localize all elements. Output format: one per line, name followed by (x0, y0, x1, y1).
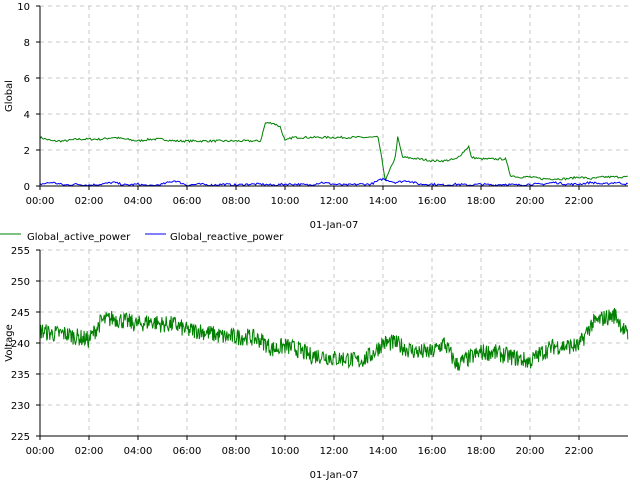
y-tick-label: 2 (24, 146, 30, 157)
x-tick-label: 18:00 (467, 196, 496, 207)
x-tick-label: 16:00 (418, 446, 447, 457)
y-tick-label: 4 (24, 110, 30, 121)
series-line-global-reactive-power (39, 177, 628, 187)
global-power-panel: 00:00 02:00 04:00 06:00 08:00 10:00 12:00 14:00… (4, 2, 628, 231)
x-tick-label: 06:00 (173, 446, 202, 457)
y-tick-label: 0 (24, 182, 30, 193)
x-tick-label: 06:00 (173, 196, 202, 207)
x-tick-label: 04:00 (124, 196, 153, 207)
x-tick-label: 02:00 (75, 446, 104, 457)
x-tick-label: 08:00 (222, 446, 251, 457)
series-line-global-active-power (39, 121, 628, 182)
y-tick-label: 235 (11, 370, 30, 381)
x-tick-label: 12:00 (320, 446, 349, 457)
x-axis-label: 01-Jan-07 (310, 220, 359, 231)
x-tick-label: 10:00 (271, 446, 300, 457)
x-tick-label: 16:00 (418, 196, 447, 207)
x-tick-label: 20:00 (516, 446, 545, 457)
x-tick-label: 00:00 (26, 446, 55, 457)
x-tick-label: 04:00 (124, 446, 153, 457)
legend-label: Global_active_power (27, 232, 131, 243)
x-tick-label: 02:00 (75, 196, 104, 207)
y-tick-label: 225 (11, 432, 30, 443)
y-axis-label: Voltage (4, 324, 15, 362)
x-tick-label: 00:00 (26, 196, 55, 207)
y-tick-label: 230 (11, 401, 30, 412)
y-tick-label: 8 (24, 38, 30, 49)
x-tick-label: 22:00 (565, 196, 594, 207)
x-tick-label: 22:00 (565, 446, 594, 457)
y-tick-label: 6 (24, 74, 30, 85)
y-axis-label: Global (4, 80, 15, 112)
x-axis-label: 01-Jan-07 (310, 470, 359, 480)
x-tick-label: 10:00 (271, 196, 300, 207)
legend: Global_active_power Global_reactive_power (0, 232, 284, 243)
x-tick-label: 18:00 (467, 446, 496, 457)
x-tick-label: 08:00 (222, 196, 251, 207)
y-tick-label: 10 (17, 2, 30, 13)
series-line-voltage (39, 307, 629, 371)
y-tick-label: 245 (11, 308, 30, 319)
voltage-panel: 00:00 02:00 04:00 06:00 08:00 10:00 12:00 14:00… (4, 246, 629, 480)
y-tick-label: 255 (11, 246, 30, 257)
x-tick-label: 12:00 (320, 196, 349, 207)
legend-label: Global_reactive_power (170, 232, 284, 243)
x-tick-label: 14:00 (369, 446, 398, 457)
y-tick-label: 240 (11, 339, 30, 350)
x-tick-label: 20:00 (516, 196, 545, 207)
y-tick-label: 250 (11, 277, 30, 288)
x-tick-label: 14:00 (369, 196, 398, 207)
